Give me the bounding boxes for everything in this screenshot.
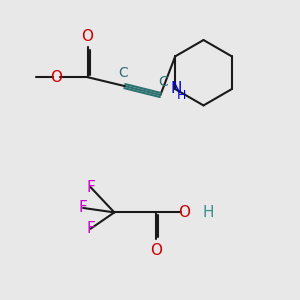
Text: H: H: [202, 205, 214, 220]
Text: F: F: [86, 180, 95, 195]
Text: H: H: [177, 89, 186, 102]
Text: O: O: [178, 205, 190, 220]
Text: F: F: [86, 221, 95, 236]
Text: C: C: [158, 75, 168, 89]
Text: F: F: [79, 200, 88, 215]
Text: O: O: [150, 243, 162, 258]
Text: C: C: [118, 66, 128, 80]
Text: N: N: [170, 81, 182, 96]
Text: O: O: [50, 70, 62, 85]
Text: O: O: [82, 29, 94, 44]
